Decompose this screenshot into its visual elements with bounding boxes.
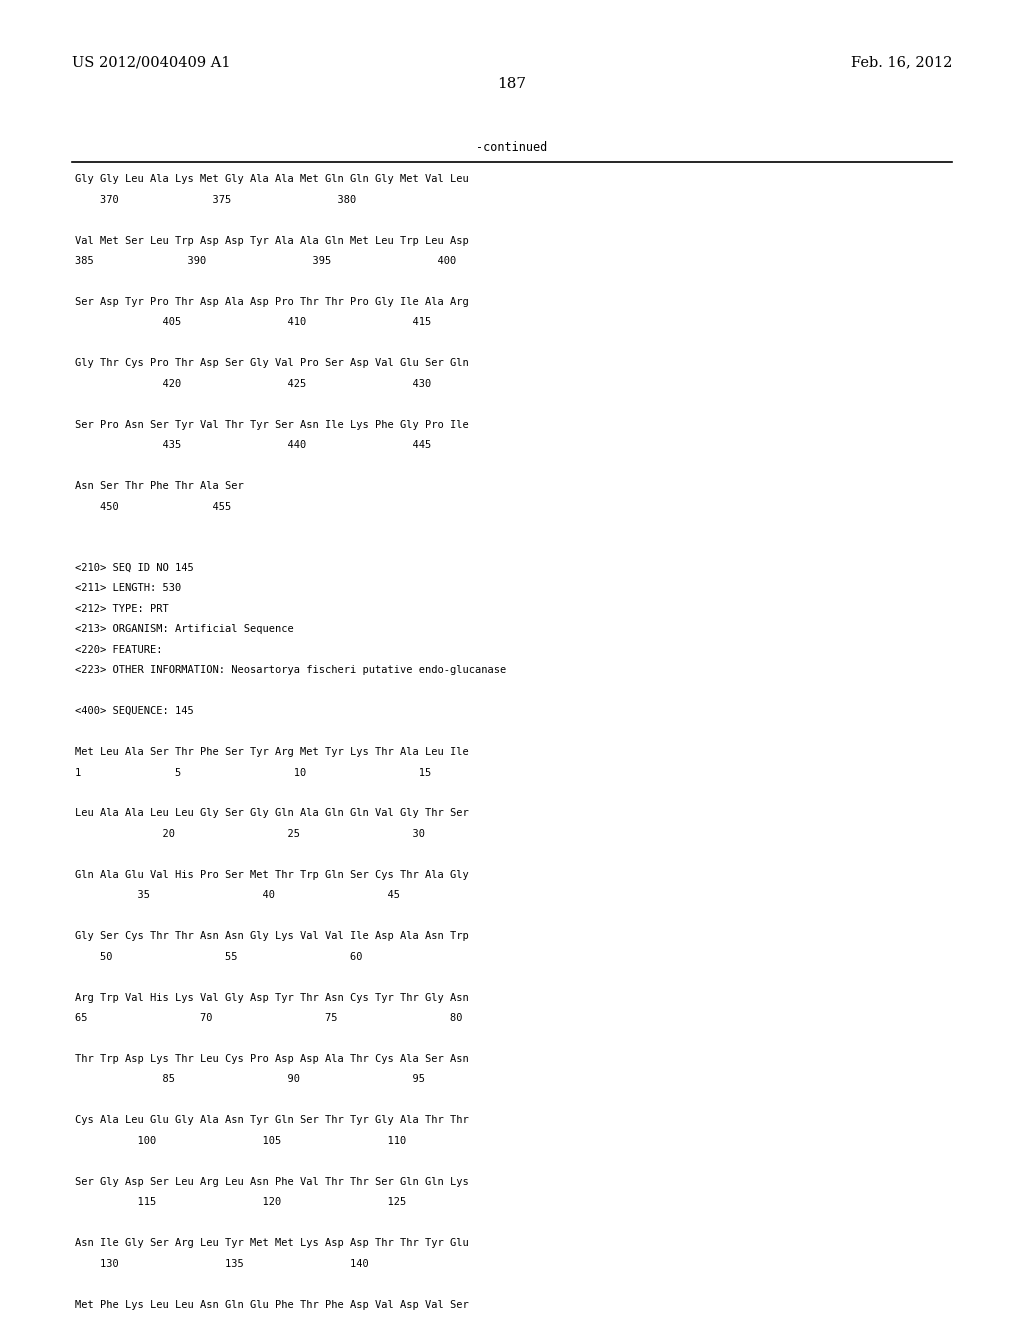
Text: 130                 135                 140: 130 135 140 xyxy=(75,1259,369,1269)
Text: Cys Ala Leu Glu Gly Ala Asn Tyr Gln Ser Thr Tyr Gly Ala Thr Thr: Cys Ala Leu Glu Gly Ala Asn Tyr Gln Ser … xyxy=(75,1115,469,1126)
Text: Ser Asp Tyr Pro Thr Asp Ala Asp Pro Thr Thr Pro Gly Ile Ala Arg: Ser Asp Tyr Pro Thr Asp Ala Asp Pro Thr … xyxy=(75,297,469,308)
Text: <400> SEQUENCE: 145: <400> SEQUENCE: 145 xyxy=(75,706,194,717)
Text: 187: 187 xyxy=(498,77,526,91)
Text: 85                  90                  95: 85 90 95 xyxy=(75,1074,425,1085)
Text: Gln Ala Glu Val His Pro Ser Met Thr Trp Gln Ser Cys Thr Ala Gly: Gln Ala Glu Val His Pro Ser Met Thr Trp … xyxy=(75,870,469,880)
Text: Arg Trp Val His Lys Val Gly Asp Tyr Thr Asn Cys Tyr Thr Gly Asn: Arg Trp Val His Lys Val Gly Asp Tyr Thr … xyxy=(75,993,469,1003)
Text: 65                  70                  75                  80: 65 70 75 80 xyxy=(75,1014,462,1023)
Text: Met Leu Ala Ser Thr Phe Ser Tyr Arg Met Tyr Lys Thr Ala Leu Ile: Met Leu Ala Ser Thr Phe Ser Tyr Arg Met … xyxy=(75,747,469,758)
Text: 420                 425                 430: 420 425 430 xyxy=(75,379,431,389)
Text: Met Phe Lys Leu Leu Asn Gln Glu Phe Thr Phe Asp Val Asp Val Ser: Met Phe Lys Leu Leu Asn Gln Glu Phe Thr … xyxy=(75,1299,469,1309)
Text: Gly Ser Cys Thr Thr Asn Asn Gly Lys Val Val Ile Asp Ala Asn Trp: Gly Ser Cys Thr Thr Asn Asn Gly Lys Val … xyxy=(75,932,469,941)
Text: 450               455: 450 455 xyxy=(75,502,231,512)
Text: Asn Ile Gly Ser Arg Leu Tyr Met Met Lys Asp Asp Thr Thr Tyr Glu: Asn Ile Gly Ser Arg Leu Tyr Met Met Lys … xyxy=(75,1238,469,1249)
Text: Thr Trp Asp Lys Thr Leu Cys Pro Asp Asp Ala Thr Cys Ala Ser Asn: Thr Trp Asp Lys Thr Leu Cys Pro Asp Asp … xyxy=(75,1053,469,1064)
Text: <223> OTHER INFORMATION: Neosartorya fischeri putative endo-glucanase: <223> OTHER INFORMATION: Neosartorya fis… xyxy=(75,665,506,676)
Text: <220> FEATURE:: <220> FEATURE: xyxy=(75,644,162,655)
Text: Gly Thr Cys Pro Thr Asp Ser Gly Val Pro Ser Asp Val Glu Ser Gln: Gly Thr Cys Pro Thr Asp Ser Gly Val Pro … xyxy=(75,359,469,368)
Text: 405                 410                 415: 405 410 415 xyxy=(75,318,431,327)
Text: <212> TYPE: PRT: <212> TYPE: PRT xyxy=(75,605,169,614)
Text: Ser Pro Asn Ser Tyr Val Thr Tyr Ser Asn Ile Lys Phe Gly Pro Ile: Ser Pro Asn Ser Tyr Val Thr Tyr Ser Asn … xyxy=(75,420,469,430)
Text: 370               375                 380: 370 375 380 xyxy=(75,195,356,205)
Text: <210> SEQ ID NO 145: <210> SEQ ID NO 145 xyxy=(75,562,194,573)
Text: 1               5                  10                  15: 1 5 10 15 xyxy=(75,768,431,777)
Text: 100                 105                 110: 100 105 110 xyxy=(75,1135,406,1146)
Text: -continued: -continued xyxy=(476,141,548,154)
Text: Val Met Ser Leu Trp Asp Asp Tyr Ala Ala Gln Met Leu Trp Leu Asp: Val Met Ser Leu Trp Asp Asp Tyr Ala Ala … xyxy=(75,235,469,246)
Text: 35                  40                  45: 35 40 45 xyxy=(75,890,399,900)
Text: Gly Gly Leu Ala Lys Met Gly Ala Ala Met Gln Gln Gly Met Val Leu: Gly Gly Leu Ala Lys Met Gly Ala Ala Met … xyxy=(75,174,469,185)
Text: 115                 120                 125: 115 120 125 xyxy=(75,1197,406,1208)
Text: 50                  55                  60: 50 55 60 xyxy=(75,952,362,962)
Text: 385               390                 395                 400: 385 390 395 400 xyxy=(75,256,456,267)
Text: Leu Ala Ala Leu Leu Gly Ser Gly Gln Ala Gln Gln Val Gly Thr Ser: Leu Ala Ala Leu Leu Gly Ser Gly Gln Ala … xyxy=(75,808,469,818)
Text: Asn Ser Thr Phe Thr Ala Ser: Asn Ser Thr Phe Thr Ala Ser xyxy=(75,482,244,491)
Text: Feb. 16, 2012: Feb. 16, 2012 xyxy=(851,55,952,70)
Text: <211> LENGTH: 530: <211> LENGTH: 530 xyxy=(75,583,181,594)
Text: Ser Gly Asp Ser Leu Arg Leu Asn Phe Val Thr Thr Ser Gln Gln Lys: Ser Gly Asp Ser Leu Arg Leu Asn Phe Val … xyxy=(75,1177,469,1187)
Text: US 2012/0040409 A1: US 2012/0040409 A1 xyxy=(72,55,230,70)
Text: 435                 440                 445: 435 440 445 xyxy=(75,441,431,450)
Text: <213> ORGANISM: Artificial Sequence: <213> ORGANISM: Artificial Sequence xyxy=(75,624,294,635)
Text: 20                  25                  30: 20 25 30 xyxy=(75,829,425,840)
